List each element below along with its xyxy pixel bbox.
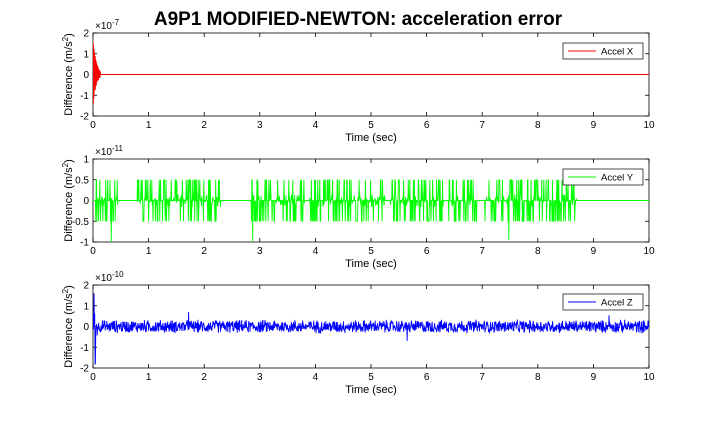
x-tick-label: 1 — [146, 120, 152, 131]
figure-title: A9P1 MODIFIED-NEWTON: acceleration error — [154, 9, 563, 30]
x-tick-label: 0 — [90, 246, 96, 257]
series-line-accel-x — [93, 40, 649, 105]
y-exponent-base: ×10 — [95, 147, 112, 158]
x-tick-label: 6 — [424, 246, 430, 257]
y-axis-label: Difference (m/s2) — [61, 285, 75, 368]
x-tick-label: 7 — [479, 246, 485, 257]
y-axis-label-tail: ) — [63, 159, 75, 163]
x-tick-label: 3 — [257, 120, 263, 131]
x-tick-label: 10 — [643, 120, 655, 131]
legend: Accel Z — [562, 293, 644, 311]
y-axis-label-main: Difference (m/s — [63, 293, 75, 368]
y-axis-label-main: Difference (m/s — [63, 167, 75, 242]
x-tick-label: 6 — [424, 372, 430, 383]
y-axis-label-tail: ) — [63, 33, 75, 37]
series-line-accel-z — [93, 293, 649, 365]
legend-box — [562, 293, 644, 311]
x-tick-label: 8 — [535, 120, 541, 131]
chart-panel-2: 0 1 2 3 4 5 6 7 8 9 10 -1 -0.5 0 0.5 1 ×10-11 Time (sec) D… — [61, 144, 655, 270]
x-tick-label: 8 — [535, 246, 541, 257]
y-tick-label: 0.5 — [75, 175, 89, 186]
y-exponent-label: ×10-7 — [95, 18, 120, 32]
x-tick-label: 7 — [479, 372, 485, 383]
x-tick-label: 6 — [424, 120, 430, 131]
x-tick-label: 2 — [201, 120, 207, 131]
y-axis-label: Difference (m/s2) — [61, 159, 75, 242]
y-exponent-base: ×10 — [95, 21, 112, 32]
x-tick-label: 5 — [368, 372, 374, 383]
x-axis-label: Time (sec) — [345, 132, 397, 144]
y-tick-label: 0 — [83, 196, 89, 207]
y-tick-label: -0.5 — [72, 217, 90, 228]
y-tick-label: -2 — [80, 112, 89, 123]
y-tick-label: -1 — [80, 91, 89, 102]
y-axis-label: Difference (m/s2) — [61, 33, 75, 116]
x-tick-label: 9 — [591, 120, 597, 131]
legend-box — [562, 168, 644, 186]
x-tick-label: 3 — [257, 372, 263, 383]
y-tick-label: -1 — [80, 238, 89, 249]
y-exponent-power: -11 — [112, 144, 124, 153]
y-tick-label: 0 — [83, 322, 89, 333]
x-tick-label: 3 — [257, 246, 263, 257]
y-tick-label: 1 — [83, 155, 89, 166]
x-tick-label: 10 — [643, 372, 655, 383]
x-tick-label: 1 — [146, 372, 152, 383]
x-tick-label: 4 — [313, 120, 319, 131]
y-tick-label: 2 — [83, 29, 89, 40]
y-tick-label: 2 — [83, 281, 89, 292]
y-axis-label-sup: 2 — [61, 36, 70, 41]
legend: Accel X — [562, 42, 644, 60]
x-axis-label: Time (sec) — [345, 384, 397, 396]
x-tick-label: 10 — [643, 246, 655, 257]
legend-box — [562, 42, 644, 60]
x-tick-label: 2 — [201, 246, 207, 257]
y-exponent-label: ×10-10 — [95, 270, 124, 284]
y-axis-label-main: Difference (m/s — [63, 41, 75, 116]
chart-panel-1: 0 1 2 3 4 5 6 7 8 9 10 -2 -1 0 1 2 ×10-7 Time (sec) Differ… — [61, 18, 655, 144]
y-tick-label: -1 — [80, 343, 89, 354]
legend-entry: Accel X — [601, 47, 634, 58]
y-axis-label-tail: ) — [63, 285, 75, 289]
legend: Accel Y — [562, 168, 644, 186]
y-axis-label-sup: 2 — [61, 162, 70, 167]
legend-entry: Accel Z — [601, 298, 633, 309]
x-tick-label: 0 — [90, 372, 96, 383]
x-tick-label: 5 — [368, 246, 374, 257]
x-tick-label: 5 — [368, 120, 374, 131]
x-tick-label: 7 — [479, 120, 485, 131]
x-tick-label: 9 — [591, 246, 597, 257]
y-tick-label: -2 — [80, 364, 89, 375]
x-tick-label: 1 — [146, 246, 152, 257]
y-exponent-base: ×10 — [95, 273, 112, 284]
legend-entry: Accel Y — [601, 173, 634, 184]
y-axis-label-sup: 2 — [61, 288, 70, 293]
y-exponent-power: -7 — [112, 18, 120, 27]
x-axis-label: Time (sec) — [345, 258, 397, 270]
y-tick-label: 1 — [83, 301, 89, 312]
x-tick-label: 2 — [201, 372, 207, 383]
x-tick-label: 8 — [535, 372, 541, 383]
y-tick-label: 0 — [83, 70, 89, 81]
y-tick-label: 1 — [83, 49, 89, 60]
y-exponent-label: ×10-11 — [95, 144, 123, 158]
x-tick-label: 0 — [90, 120, 96, 131]
x-tick-label: 9 — [591, 372, 597, 383]
series-line-accel-y — [93, 179, 649, 242]
y-exponent-power: -10 — [112, 270, 124, 279]
x-tick-label: 4 — [313, 372, 319, 383]
x-tick-label: 4 — [313, 246, 319, 257]
